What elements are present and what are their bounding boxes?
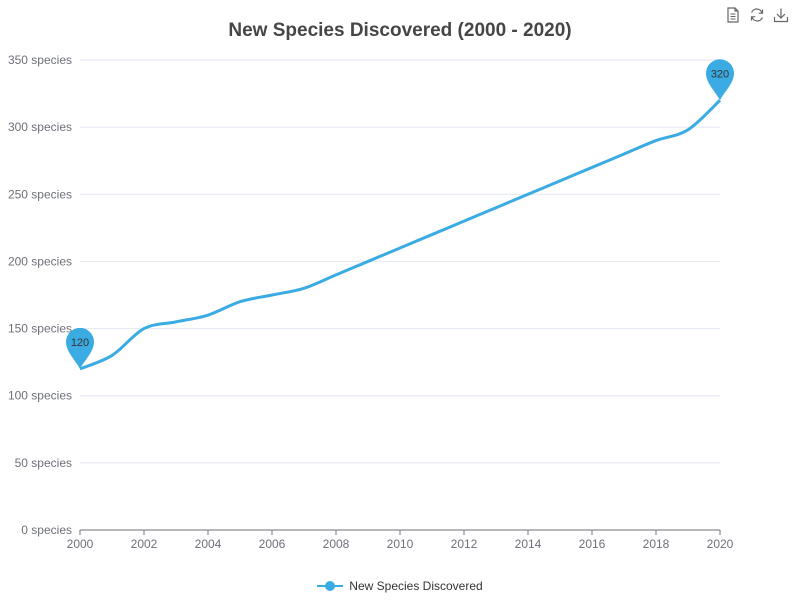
marker-pin[interactable]: 120 bbox=[66, 327, 94, 369]
save-as-image-icon[interactable] bbox=[772, 6, 790, 24]
x-tick-label: 2020 bbox=[707, 537, 734, 551]
toolbox bbox=[724, 6, 790, 24]
x-tick-label: 2008 bbox=[323, 537, 350, 551]
marker-pin[interactable]: 320 bbox=[706, 59, 734, 101]
x-tick-label: 2004 bbox=[195, 537, 222, 551]
x-tick-label: 2010 bbox=[387, 537, 414, 551]
y-tick-label: 300 species bbox=[8, 120, 72, 134]
chart-title: New Species Discovered (2000 - 2020) bbox=[228, 20, 572, 41]
legend[interactable]: New Species Discovered bbox=[0, 579, 800, 593]
x-tick-label: 2016 bbox=[579, 537, 606, 551]
series-layer bbox=[79, 99, 722, 371]
x-tick-label: 2018 bbox=[643, 537, 670, 551]
series-line bbox=[79, 99, 722, 371]
data-view-icon[interactable] bbox=[724, 6, 742, 24]
y-tick-label: 100 species bbox=[8, 389, 72, 403]
y-tick-label: 150 species bbox=[8, 322, 72, 336]
x-tick-label: 2006 bbox=[259, 537, 286, 551]
axes: 0 species 50 species 100 species 150 specie… bbox=[8, 53, 734, 551]
y-tick-label: 350 species bbox=[8, 53, 72, 67]
y-tick-label: 200 species bbox=[8, 254, 72, 268]
grid-lines bbox=[80, 59, 720, 464]
y-tick-label: 250 species bbox=[8, 187, 72, 201]
x-tick-label: 2014 bbox=[515, 537, 542, 551]
legend-swatch bbox=[317, 581, 344, 591]
marker-pin-shape bbox=[706, 59, 734, 101]
restore-icon[interactable] bbox=[748, 6, 766, 24]
y-tick-label: 50 species bbox=[15, 456, 72, 470]
y-tick-label: 0 species bbox=[21, 523, 72, 537]
marker-pin-shape bbox=[66, 327, 94, 369]
marker-label: 120 bbox=[71, 337, 89, 349]
marker-label: 320 bbox=[711, 68, 729, 80]
x-tick-label: 2002 bbox=[131, 537, 158, 551]
x-tick-label: 2012 bbox=[451, 537, 478, 551]
markers: 120 320 bbox=[66, 59, 734, 369]
x-tick-label: 2000 bbox=[67, 537, 94, 551]
legend-label: New Species Discovered bbox=[349, 579, 483, 593]
